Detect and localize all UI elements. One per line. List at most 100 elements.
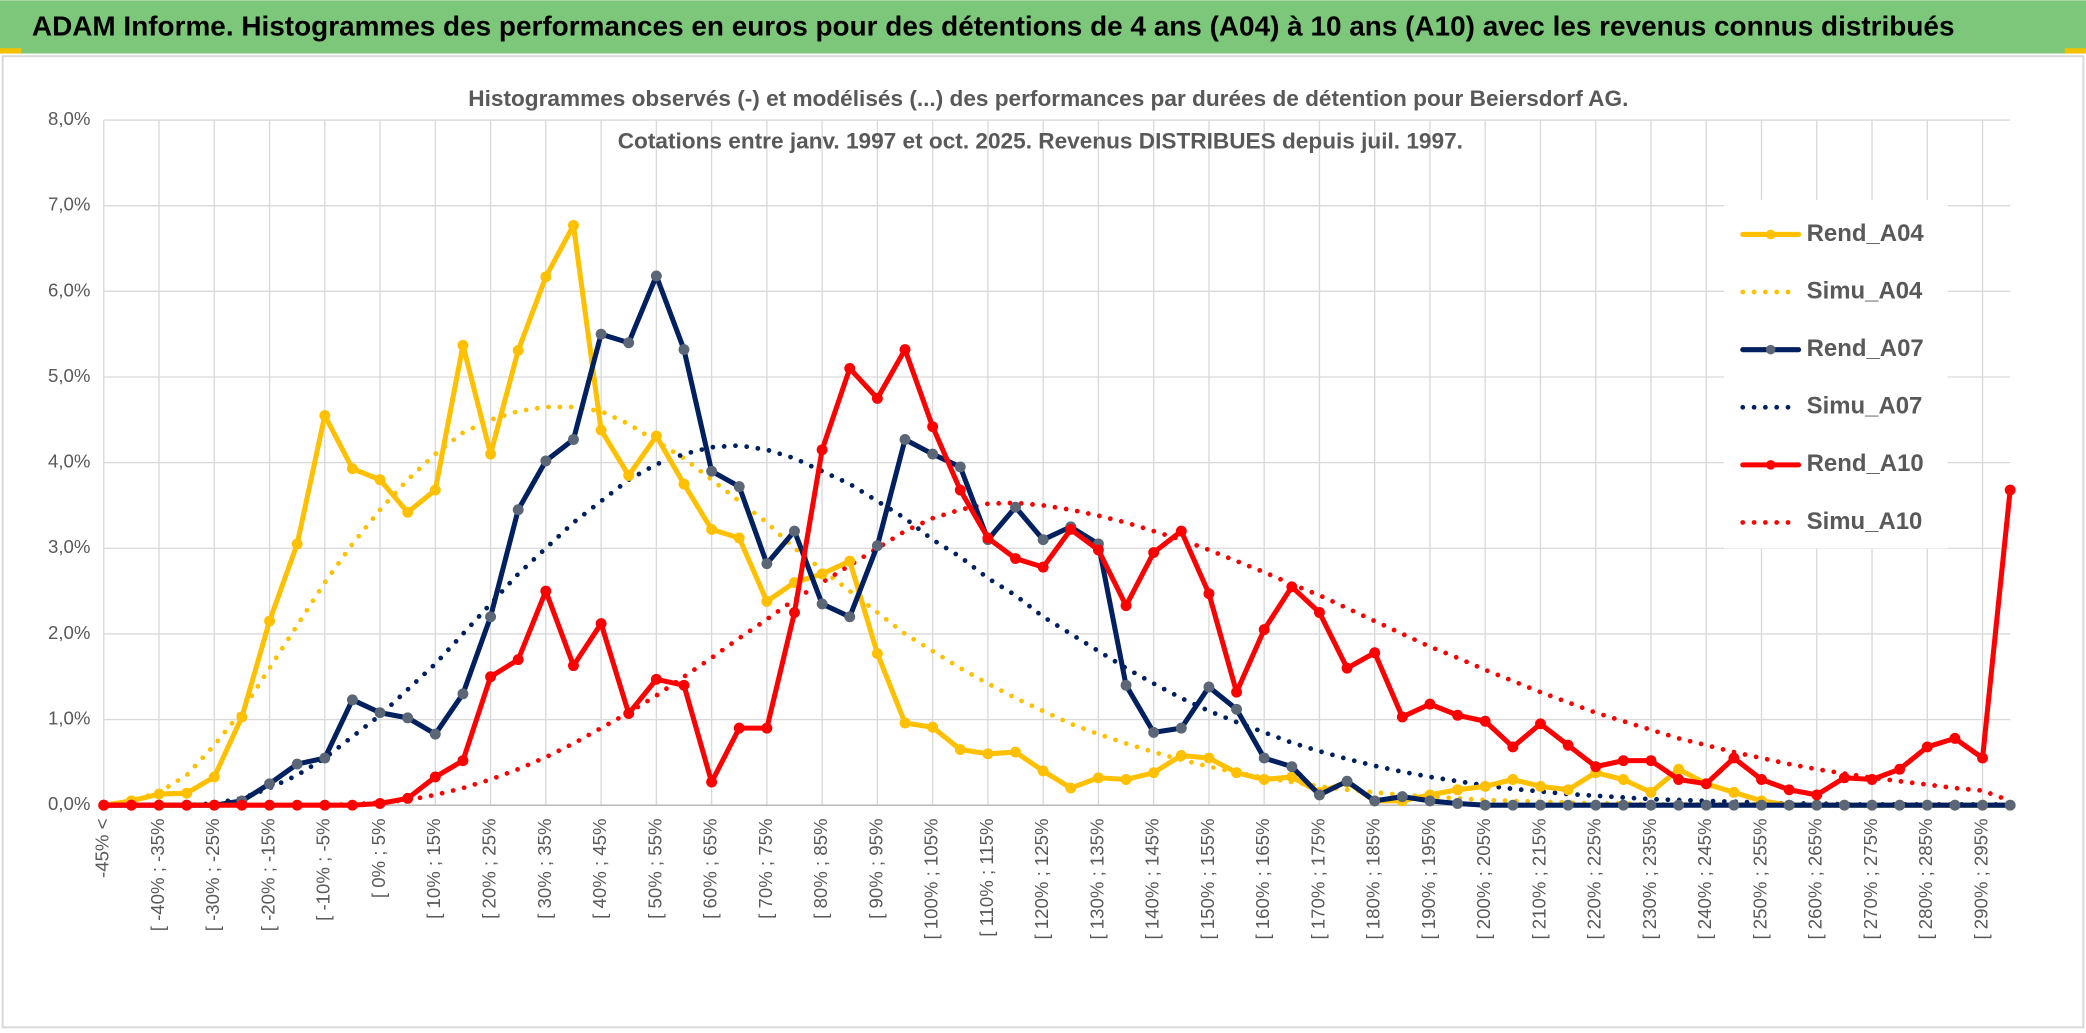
point bbox=[595, 424, 607, 436]
x-tick-label: [ 240% ; 245% bbox=[1694, 818, 1715, 939]
x-tick-label: [ 260% ; 265% bbox=[1805, 818, 1826, 939]
point bbox=[402, 712, 414, 724]
point bbox=[789, 525, 800, 537]
x-tick-label: [ 50% ; 55% bbox=[644, 818, 665, 918]
point bbox=[816, 444, 828, 456]
x-tick-label: [ 40% ; 45% bbox=[589, 818, 610, 918]
point bbox=[1838, 799, 1850, 811]
point bbox=[1894, 799, 1906, 811]
x-tick-label: [ -40% ; -35% bbox=[147, 818, 168, 931]
point bbox=[1645, 755, 1657, 767]
point bbox=[1756, 799, 1767, 811]
y-tick-label: 7,0% bbox=[48, 194, 90, 215]
point bbox=[457, 755, 469, 767]
point bbox=[1866, 774, 1878, 785]
point bbox=[181, 787, 193, 799]
point bbox=[1313, 789, 1325, 801]
x-tick-label: [ 220% ; 225% bbox=[1584, 818, 1605, 939]
point bbox=[512, 654, 524, 666]
point bbox=[1148, 767, 1160, 779]
point bbox=[678, 679, 690, 691]
point bbox=[429, 728, 441, 740]
point bbox=[1010, 746, 1021, 758]
point bbox=[319, 752, 331, 764]
x-tick-label: [ 180% ; 185% bbox=[1363, 818, 1384, 939]
point bbox=[1728, 752, 1740, 764]
point bbox=[1535, 718, 1546, 730]
point bbox=[1949, 732, 1961, 744]
point bbox=[1203, 681, 1215, 693]
point bbox=[457, 339, 469, 351]
point bbox=[1452, 709, 1464, 721]
point bbox=[1700, 799, 1712, 811]
point bbox=[1175, 525, 1187, 537]
point bbox=[1507, 799, 1519, 811]
point bbox=[1811, 799, 1823, 811]
point bbox=[899, 344, 911, 356]
point bbox=[1092, 772, 1104, 784]
point bbox=[1258, 624, 1270, 636]
point bbox=[568, 219, 579, 231]
point bbox=[871, 648, 883, 660]
point bbox=[1120, 679, 1132, 691]
point bbox=[540, 455, 552, 467]
legend-label: Simu_A10 bbox=[1807, 508, 1923, 535]
point bbox=[374, 798, 386, 809]
point bbox=[595, 328, 607, 340]
x-tick-label: [ 280% ; 285% bbox=[1915, 818, 1936, 939]
x-tick-label: [ 250% ; 255% bbox=[1749, 818, 1770, 939]
point bbox=[1037, 534, 1049, 546]
point bbox=[1175, 722, 1187, 734]
point bbox=[650, 673, 662, 685]
point bbox=[2004, 484, 2016, 496]
x-tick-label: [ 70% ; 75% bbox=[755, 818, 776, 918]
point bbox=[98, 799, 110, 811]
point bbox=[1507, 741, 1519, 753]
point bbox=[1286, 771, 1298, 783]
y-tick-label: 1,0% bbox=[48, 707, 90, 728]
point bbox=[264, 799, 275, 811]
point bbox=[1120, 774, 1132, 785]
point bbox=[1673, 763, 1685, 775]
point bbox=[927, 421, 939, 433]
legend-label: Rend_A10 bbox=[1807, 450, 1924, 477]
legend-box bbox=[1724, 199, 1948, 549]
point bbox=[1369, 647, 1381, 659]
point bbox=[1783, 784, 1795, 796]
point bbox=[1010, 553, 1021, 564]
point bbox=[208, 771, 220, 783]
y-tick-label: 3,0% bbox=[48, 536, 90, 557]
x-tick-label: [ 90% ; 95% bbox=[865, 818, 886, 918]
point bbox=[568, 434, 579, 445]
point bbox=[871, 392, 883, 404]
x-tick-label: [ 160% ; 165% bbox=[1252, 818, 1273, 939]
point bbox=[844, 555, 856, 567]
point bbox=[485, 611, 497, 623]
model-line bbox=[101, 500, 2013, 808]
point bbox=[1203, 588, 1215, 600]
x-tick-label: [ 190% ; 195% bbox=[1418, 818, 1439, 939]
x-tick-label: [ 30% ; 35% bbox=[534, 818, 555, 918]
model-line bbox=[101, 443, 2013, 808]
legend-label: Rend_A04 bbox=[1807, 220, 1925, 247]
point bbox=[1728, 786, 1740, 798]
x-tick-label: [ 0% ; 5% bbox=[368, 818, 389, 898]
x-tick-label: [ 270% ; 275% bbox=[1860, 818, 1881, 939]
observed-line bbox=[101, 347, 2013, 808]
x-tick-label: [ 130% ; 135% bbox=[1086, 818, 1107, 939]
point bbox=[1977, 799, 1988, 811]
point bbox=[1617, 774, 1629, 785]
point bbox=[789, 607, 800, 618]
point bbox=[457, 688, 469, 700]
legend: Rend_A04 Simu_A04 Rend_A07 Simu_A07 Rend_A10… bbox=[1740, 220, 1925, 535]
point bbox=[1783, 799, 1795, 811]
point bbox=[1479, 780, 1491, 792]
point bbox=[402, 792, 414, 804]
point bbox=[1286, 761, 1298, 773]
point bbox=[1258, 752, 1270, 764]
point bbox=[1065, 523, 1077, 535]
point bbox=[982, 532, 994, 544]
point bbox=[319, 410, 331, 421]
point bbox=[1231, 703, 1243, 715]
